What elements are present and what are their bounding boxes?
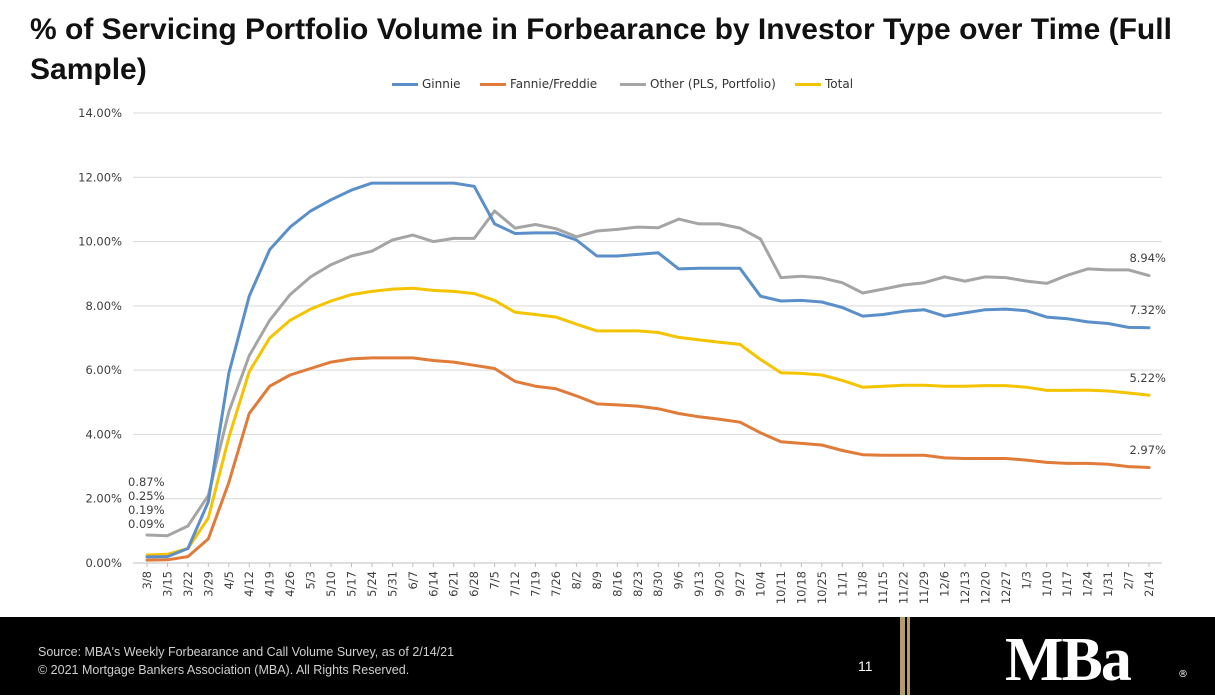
legend-item-total: Total (795, 75, 853, 93)
footer: Source: MBA's Weekly Forbearance and Cal… (0, 617, 1215, 695)
legend-item-ginnie: Ginnie (392, 75, 461, 93)
x-tick-label: 10/25 (815, 571, 829, 604)
x-tick-label: 5/24 (365, 571, 379, 597)
chart-legend: Ginnie Fannie/Freddie Other (PLS, Portfo… (0, 75, 1215, 95)
series-line-other-pls-portfolio (145, 209, 1151, 538)
x-tick-label: 7/19 (529, 571, 543, 597)
x-tick-label: 11/8 (856, 571, 870, 597)
x-tick-label: 4/19 (263, 571, 277, 597)
x-tick-label: 8/9 (590, 571, 604, 590)
page-number: 11 (858, 658, 873, 674)
start-value-label: 0.09% (128, 517, 165, 531)
y-tick-label: 0.00% (85, 556, 122, 570)
y-tick-label: 12.00% (78, 170, 122, 184)
x-tick-label: 4/26 (283, 571, 297, 597)
x-tick-label: 1/24 (1081, 571, 1095, 597)
x-tick-label: 12/27 (999, 571, 1013, 604)
x-tick-label: 9/6 (672, 571, 686, 590)
x-tick-label: 5/31 (385, 571, 399, 597)
x-tick-label: 1/10 (1040, 571, 1054, 597)
x-tick-label: 11/1 (835, 571, 849, 597)
x-tick-label: 1/17 (1060, 571, 1074, 597)
x-tick-label: 2/14 (1142, 571, 1156, 597)
series-line-fannie-freddie (145, 356, 1151, 562)
x-tick-label: 4/12 (242, 571, 256, 597)
x-tick-label: 5/17 (344, 571, 358, 597)
legend-label-total: Total (825, 77, 854, 91)
mba-logo: MBa (1005, 626, 1132, 694)
x-tick-label: 11/15 (876, 571, 890, 604)
x-tick-label: 9/20 (713, 571, 727, 597)
end-value-label: 8.94% (1129, 251, 1166, 265)
x-tick-label: 3/22 (181, 571, 195, 597)
legend-item-other: Other (PLS, Portfolio) (620, 75, 776, 93)
legend-swatch-total (795, 82, 821, 86)
x-tick-label: 7/12 (508, 571, 522, 597)
x-tick-label: 5/10 (324, 571, 338, 597)
y-tick-label: 6.00% (85, 363, 122, 377)
start-value-label: 0.19% (128, 503, 165, 517)
x-tick-label: 6/28 (467, 571, 481, 597)
legend-label-fannie-freddie: Fannie/Freddie (510, 77, 598, 91)
x-tick-label: 5/3 (304, 571, 318, 590)
registered-mark: ® (1178, 669, 1188, 680)
x-tick-label: 8/23 (631, 571, 645, 597)
x-tick-label: 9/27 (733, 571, 747, 597)
x-tick-label: 8/16 (610, 571, 624, 597)
legend-label-other: Other (PLS, Portfolio) (650, 77, 776, 91)
y-tick-label: 8.00% (85, 299, 122, 313)
gold-divider-right (907, 617, 910, 695)
gold-divider-left (900, 617, 905, 695)
x-tick-label: 12/6 (938, 571, 952, 597)
y-tick-label: 2.00% (85, 492, 122, 506)
legend-label-ginnie: Ginnie (422, 77, 461, 91)
legend-swatch-ginnie (392, 82, 418, 86)
series-line-total (145, 286, 1151, 557)
x-tick-label: 11/22 (897, 571, 911, 604)
x-tick-label: 7/26 (549, 571, 563, 597)
x-tick-label: 12/13 (958, 571, 972, 604)
legend-swatch-fannie-freddie (480, 82, 506, 86)
x-tick-label: 2/7 (1122, 571, 1136, 590)
series-line-ginnie (145, 181, 1151, 559)
y-tick-label: 10.00% (78, 235, 122, 249)
x-tick-label: 4/5 (222, 571, 236, 590)
x-tick-label: 6/14 (426, 571, 440, 597)
x-tick-label: 3/8 (140, 571, 154, 590)
legend-swatch-other (620, 82, 646, 86)
y-tick-label: 4.00% (85, 427, 122, 441)
x-tick-label: 10/18 (794, 571, 808, 604)
x-tick-label: 8/30 (651, 571, 665, 597)
x-tick-label: 11/29 (917, 571, 931, 604)
footer-source: Source: MBA's Weekly Forbearance and Cal… (38, 645, 455, 659)
x-tick-label: 7/5 (488, 571, 502, 590)
x-tick-label: 10/11 (774, 571, 788, 604)
x-tick-label: 6/21 (447, 571, 461, 597)
x-tick-label: 1/3 (1019, 571, 1033, 590)
legend-item-fannie-freddie: Fannie/Freddie (480, 75, 597, 93)
x-tick-label: 8/2 (569, 571, 583, 590)
x-tick-label: 1/31 (1101, 571, 1115, 597)
start-value-label: 0.87% (128, 475, 165, 489)
x-tick-label: 6/7 (406, 571, 420, 590)
x-tick-label: 12/20 (978, 571, 992, 604)
x-tick-label: 9/13 (692, 571, 706, 597)
x-tick-label: 3/29 (201, 571, 215, 597)
start-value-label: 0.25% (128, 489, 165, 503)
end-value-label: 2.97% (1129, 443, 1166, 457)
line-chart: 0.00% 2.00% 4.00% 6.00% 8.00% 10.00% 12.00% 14.… (78, 106, 1166, 604)
y-tick-label: 14.00% (78, 106, 122, 120)
x-tick-label: 10/4 (753, 571, 767, 597)
footer-copyright: © 2021 Mortgage Bankers Association (MBA… (38, 663, 410, 677)
end-value-label: 7.32% (1129, 303, 1166, 317)
chart-title: % of Servicing Portfolio Volume in Forbe… (30, 13, 1172, 86)
x-tick-label: 3/15 (160, 571, 174, 597)
end-value-label: 5.22% (1129, 371, 1166, 385)
